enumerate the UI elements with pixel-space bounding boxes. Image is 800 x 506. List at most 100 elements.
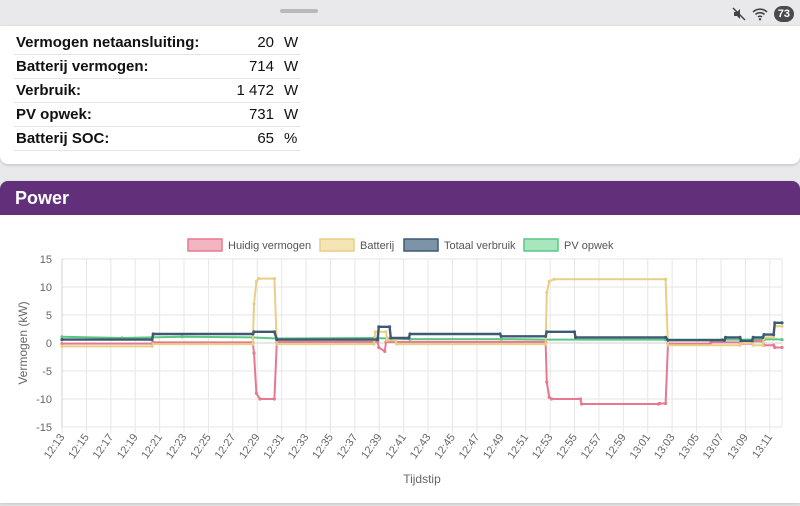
data-point <box>552 277 556 281</box>
data-point <box>578 397 583 401</box>
x-tick-label: 12:55 <box>554 432 580 461</box>
data-point <box>724 335 728 339</box>
data-point <box>258 397 262 401</box>
power-chart[interactable]: -15-10-505101512:1312:1512:1712:1912:211… <box>0 181 800 503</box>
data-point <box>751 343 755 347</box>
legend-swatch <box>403 238 439 252</box>
data-point <box>252 330 256 334</box>
row-unit: W <box>284 34 299 51</box>
data-point <box>739 341 743 345</box>
data-point <box>383 349 387 353</box>
data-point <box>709 340 713 344</box>
legend-swatch <box>523 238 559 252</box>
summary-row-verbruik: Verbruik: 1 472 W <box>14 78 300 103</box>
y-tick-label: 0 <box>46 338 52 350</box>
x-tick-label: 13:03 <box>652 432 678 461</box>
data-point <box>544 342 548 346</box>
summary-row-batterij-vermogen: Batterij vermogen: 714 W <box>14 54 300 79</box>
row-unit: % <box>284 130 298 147</box>
data-point <box>60 335 64 339</box>
legend-label: Totaal verbruik <box>444 240 516 252</box>
data-point <box>773 345 777 350</box>
row-value: 1 472 <box>236 82 274 99</box>
row-value: 714 <box>248 58 274 75</box>
data-point <box>547 395 551 399</box>
data-point <box>574 335 578 339</box>
data-point <box>372 342 376 346</box>
summary-row-pv-opwek: PV opwek: 731 W <box>14 102 300 127</box>
data-point <box>377 325 381 329</box>
x-axis-title: Tijdstip <box>403 472 441 486</box>
data-point <box>780 321 784 325</box>
series-points-huidig-vermogen <box>60 339 784 406</box>
legend-swatch <box>187 238 223 252</box>
data-point <box>373 330 377 334</box>
data-point <box>658 401 662 406</box>
legend-swatch <box>319 238 355 252</box>
chart-grid: -15-10-505101512:1312:1512:1712:1912:211… <box>36 254 782 461</box>
legend-item-huidig-vermogen[interactable]: Huidig vermogen <box>187 238 311 252</box>
legend-item-batterij[interactable]: Batterij <box>319 238 394 252</box>
data-point <box>545 380 549 384</box>
drag-handle[interactable] <box>280 9 318 13</box>
row-label: Batterij SOC: <box>16 130 110 147</box>
x-tick-label: 12:45 <box>432 432 458 461</box>
data-point <box>275 338 279 342</box>
series-line-huidig-vermogen <box>62 340 782 405</box>
series-points-totaal-verbruik <box>60 321 784 343</box>
x-tick-label: 12:35 <box>310 432 336 461</box>
data-point <box>60 342 64 346</box>
power-card-title: Power <box>15 188 70 208</box>
x-tick-label: 12:53 <box>530 432 556 461</box>
data-point <box>580 402 584 406</box>
x-tick-label: 12:49 <box>481 432 507 461</box>
summary-row-netaansluiting: Vermogen netaansluiting: 20 W <box>14 30 300 55</box>
data-point <box>664 277 668 281</box>
data-point <box>395 342 399 346</box>
legend-item-pv-opwek[interactable]: PV opwek <box>523 238 614 252</box>
data-point <box>550 397 554 401</box>
x-tick-label: 12:33 <box>286 432 312 461</box>
y-tick-label: 15 <box>40 254 52 266</box>
legend-item-totaal-verbruik[interactable]: Totaal verbruik <box>403 238 516 252</box>
data-point <box>544 334 548 338</box>
status-bar: 73 <box>0 0 800 26</box>
row-unit: W <box>284 58 299 75</box>
row-unit: W <box>284 82 299 99</box>
x-tick-label: 12:13 <box>42 432 68 461</box>
data-point <box>272 277 276 281</box>
x-tick-label: 12:25 <box>188 432 214 461</box>
data-point <box>761 343 765 347</box>
data-point <box>376 340 380 344</box>
data-point <box>60 338 64 342</box>
data-point <box>572 330 577 334</box>
x-tick-label: 12:17 <box>91 432 117 461</box>
data-point <box>385 338 389 342</box>
data-point <box>272 330 276 334</box>
row-value: 731 <box>248 106 274 123</box>
wifi-icon <box>752 8 768 21</box>
data-point <box>780 324 784 328</box>
data-point <box>60 344 64 348</box>
x-tick-label: 12:29 <box>237 432 263 461</box>
power-card: -15 -10 -5 0 5 10 15 12:13 12:15 12:17 12:19 12:21 1… <box>0 181 800 503</box>
x-tick-label: 12:41 <box>384 432 410 461</box>
battery-level-badge: 73 <box>773 6 794 22</box>
row-value: 20 <box>257 34 274 51</box>
x-tick-label: 12:19 <box>115 432 141 461</box>
data-point <box>761 335 765 339</box>
data-point <box>254 391 258 395</box>
data-point <box>751 335 755 339</box>
data-point <box>545 330 549 334</box>
row-value: 65 <box>257 130 274 147</box>
data-point <box>275 342 279 346</box>
y-tick-label: 5 <box>46 310 52 322</box>
y-tick-label: -10 <box>36 394 52 406</box>
data-point <box>252 302 256 306</box>
data-point <box>180 335 184 339</box>
data-point <box>750 339 754 343</box>
data-point <box>665 313 669 317</box>
summary-card: Vermogen netaansluiting: 20 W Batterij v… <box>0 26 800 164</box>
x-tick-label: 13:07 <box>701 432 727 461</box>
x-tick-label: 13:09 <box>725 432 751 461</box>
